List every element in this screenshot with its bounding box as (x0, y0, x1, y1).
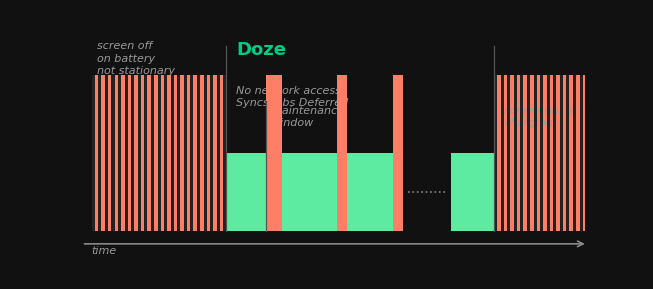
Bar (560, 75, 563, 231)
Bar (566, 75, 569, 231)
Bar (204, 75, 206, 231)
Bar (534, 75, 537, 231)
Bar (91, 75, 226, 231)
Bar (118, 75, 121, 231)
Bar (191, 75, 193, 231)
Bar (494, 75, 585, 231)
Bar (573, 75, 576, 231)
Bar (217, 75, 220, 231)
Text: screen on, or
charging: screen on, or charging (504, 106, 577, 128)
Bar (540, 75, 543, 231)
Bar (514, 75, 517, 231)
Bar (337, 75, 347, 231)
Bar (99, 75, 101, 231)
Bar (347, 153, 393, 231)
Bar (494, 75, 497, 231)
Bar (507, 75, 510, 231)
Bar (91, 75, 95, 231)
Bar (105, 75, 108, 231)
Text: No network access
Syncs/Jobs Deferred: No network access Syncs/Jobs Deferred (236, 86, 348, 108)
Bar (197, 75, 200, 231)
Bar (138, 75, 141, 231)
Bar (184, 75, 187, 231)
Text: time: time (91, 246, 117, 256)
Bar (266, 75, 281, 231)
Bar (164, 75, 167, 231)
Bar (527, 75, 530, 231)
Bar (144, 75, 148, 231)
Bar (553, 75, 556, 231)
Bar (451, 153, 494, 231)
Bar (223, 75, 226, 231)
Bar (131, 75, 135, 231)
Bar (580, 75, 582, 231)
Bar (177, 75, 180, 231)
Bar (125, 75, 128, 231)
Bar (157, 75, 161, 231)
Bar (393, 75, 403, 231)
Bar (210, 75, 214, 231)
Bar (501, 75, 503, 231)
Text: screen off
on battery
not stationary: screen off on battery not stationary (97, 41, 175, 76)
Bar (281, 153, 337, 231)
Text: Doze: Doze (236, 41, 286, 59)
Bar (520, 75, 524, 231)
Bar (170, 75, 174, 231)
Text: maintenance
window: maintenance window (272, 106, 344, 128)
Bar (112, 75, 114, 231)
Bar (226, 153, 266, 231)
Bar (547, 75, 550, 231)
Bar (151, 75, 154, 231)
